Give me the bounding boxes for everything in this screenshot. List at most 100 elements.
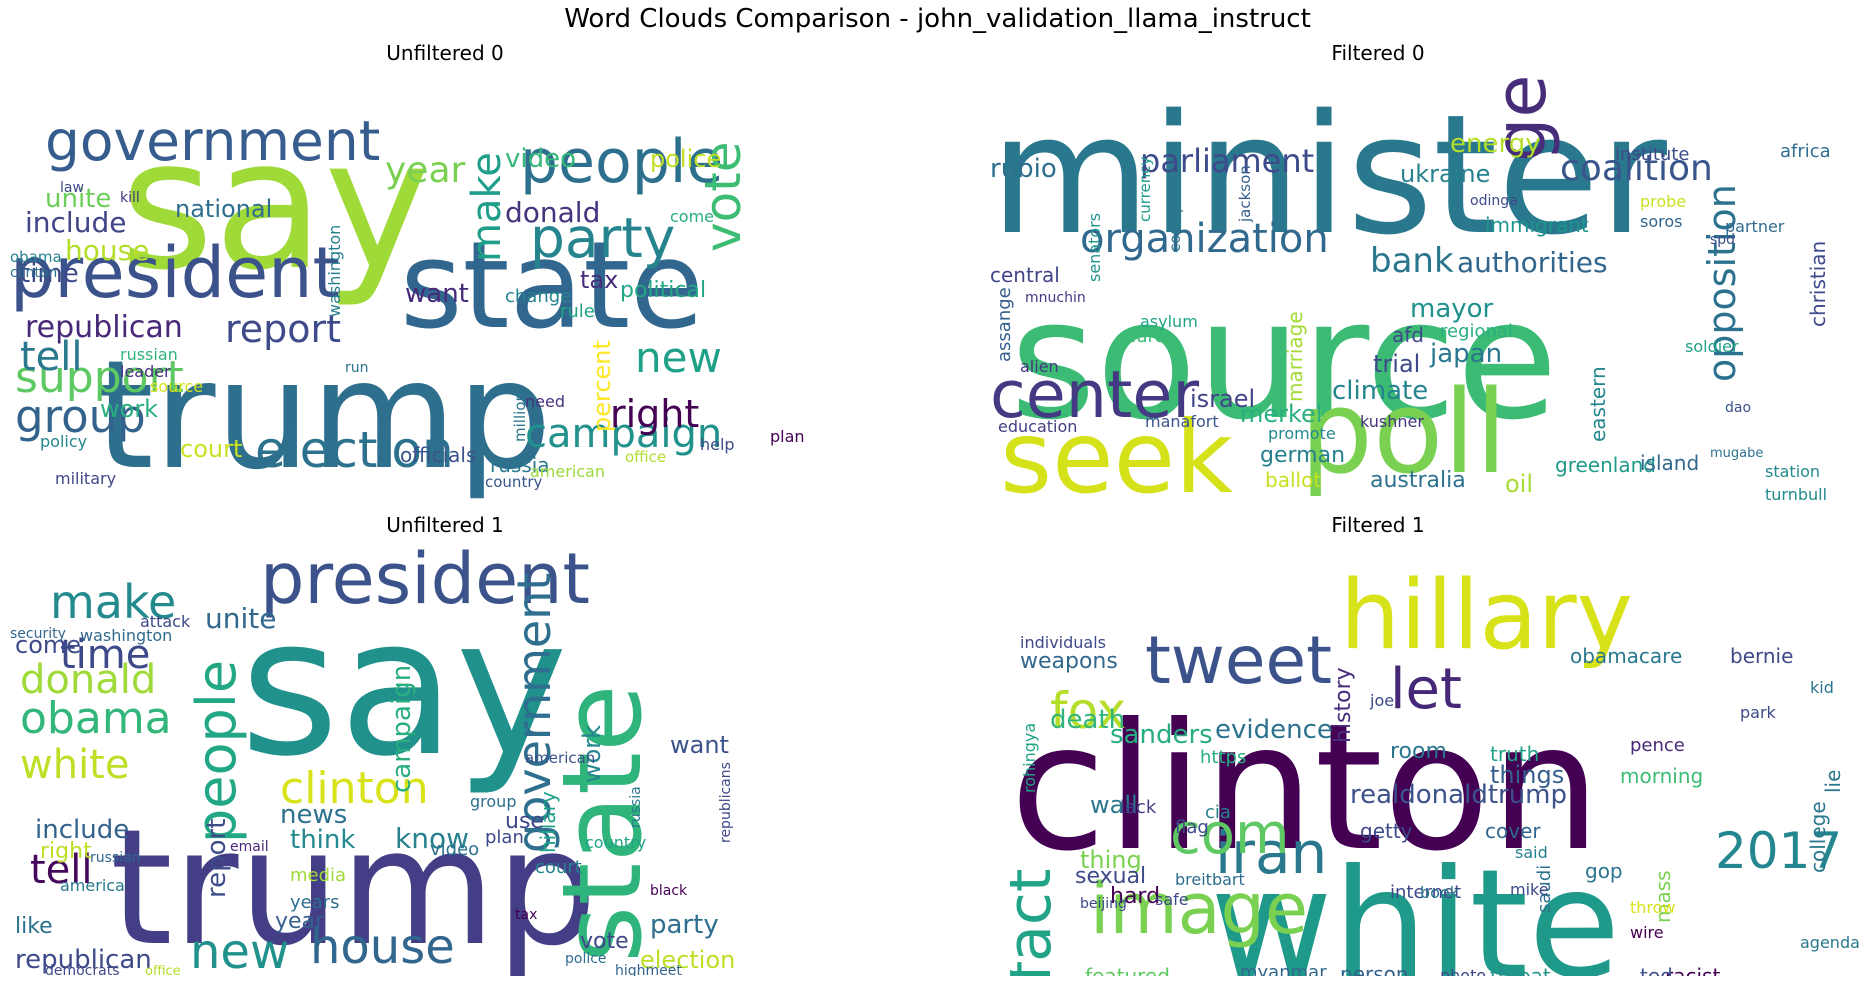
word-source: source	[150, 377, 203, 396]
word-russia: russia	[628, 786, 644, 828]
word-rubio: rubio	[990, 154, 1057, 184]
word-obama: obama	[10, 248, 62, 266]
word-college: college	[1806, 801, 1830, 873]
word-germany: germany	[1480, 72, 1562, 162]
word-white: white	[1210, 838, 1621, 976]
word-office: office	[625, 448, 666, 466]
word-manafort: manafort	[1145, 412, 1219, 431]
word-republicans: republicans	[718, 762, 734, 843]
word-police: police	[650, 145, 721, 173]
word-tell: tell	[30, 847, 93, 893]
word-officials: officials	[400, 443, 476, 467]
word-obama: obama	[20, 693, 172, 744]
word-know: know	[395, 822, 469, 855]
panel-title-filtered-0: Filtered 0	[1331, 41, 1425, 65]
word-change: change	[505, 286, 571, 307]
word-education: education	[998, 417, 1077, 436]
word-sexual: sexual	[1075, 864, 1146, 889]
word-tax: tax	[515, 907, 537, 923]
word-tell: tell	[20, 334, 83, 380]
word-station: station	[1765, 462, 1820, 481]
word-campaign: campaign	[525, 411, 722, 457]
word-assange: assange	[994, 287, 1015, 362]
word-tax: tax	[580, 266, 618, 294]
word-clinton: clinton	[10, 265, 57, 281]
word-mike: mike	[1510, 880, 1549, 899]
word-republican: republican	[25, 310, 183, 345]
word-state: state	[400, 217, 704, 356]
word-com: com	[1170, 802, 1290, 867]
word-asylum: asylum	[1140, 312, 1198, 331]
word-people: people	[185, 660, 248, 843]
word-throw: throw	[1630, 898, 1676, 917]
word-make: make	[50, 575, 176, 629]
word-vote: vote	[694, 141, 752, 252]
word-cover: cover	[1485, 819, 1541, 843]
word-unite: unite	[205, 602, 276, 635]
word-report: report	[202, 819, 232, 898]
word-year: year	[385, 150, 466, 191]
word-authorities: authorities	[1457, 246, 1608, 279]
word-government: government	[507, 573, 561, 853]
word-getty: getty	[1360, 819, 1413, 843]
word-house: house	[310, 919, 455, 975]
word-wire: wire	[1630, 923, 1664, 942]
word-euro: euro	[1125, 326, 1166, 347]
word-video: video	[430, 839, 479, 860]
word-bernie: bernie	[1730, 644, 1793, 668]
word-country: country	[485, 473, 542, 491]
panel-title-unfiltered-1: Unfiltered 1	[386, 513, 504, 537]
word-fox: fox	[1050, 682, 1126, 740]
word-right: right	[40, 839, 92, 864]
word-person: person	[1340, 962, 1409, 976]
word-racist: racist	[1665, 964, 1720, 976]
word-million: million	[511, 392, 529, 442]
word-clinton: clinton	[280, 763, 429, 814]
word-president: president	[10, 232, 340, 314]
word-right: right	[610, 392, 699, 436]
word-group: group	[470, 792, 516, 811]
word-include: include	[25, 206, 126, 239]
word-percent: percent	[588, 340, 616, 432]
word-iran: iran	[1215, 819, 1327, 887]
word-spd: spd	[1710, 232, 1735, 248]
word-myanmar: myanmar	[1240, 962, 1327, 976]
word-climate: climate	[1332, 376, 1428, 406]
word-seek: seek	[1000, 399, 1233, 505]
word-central: central	[990, 263, 1060, 287]
word-turnbull: turnbull	[1765, 485, 1827, 504]
word-flag: flag	[1175, 817, 1209, 838]
word-party: party	[530, 206, 675, 270]
word-island: island	[1640, 451, 1699, 475]
word-office: office	[145, 964, 181, 976]
word-book: book	[1420, 883, 1460, 902]
word-ted: ted	[1640, 964, 1673, 976]
word-want: want	[405, 279, 469, 309]
word-german: german	[1260, 443, 1345, 468]
word-help: help	[700, 435, 735, 454]
word-coalition: coalition	[1560, 148, 1713, 189]
word-political: political	[620, 278, 706, 303]
word-kid: kid	[1810, 678, 1834, 697]
word-say: say	[120, 101, 431, 310]
word-law: law	[60, 180, 84, 196]
word-support: support	[15, 352, 184, 403]
word-email: email	[230, 839, 269, 855]
word-donald: donald	[505, 196, 600, 229]
word-come: come	[670, 207, 714, 226]
word-video: video	[505, 144, 576, 174]
word-hillary: hillary	[1340, 561, 1633, 671]
word-opposition: opposition	[1700, 184, 1744, 382]
word-russian: russian	[120, 345, 178, 364]
word-rule: rule	[560, 301, 595, 322]
word-trial: trial	[1373, 350, 1420, 378]
word-media: media	[290, 865, 346, 886]
word-hard: hard	[1110, 884, 1160, 909]
word-state: state	[538, 684, 666, 963]
word-rohingya: rohingya	[1020, 723, 1039, 793]
word-national: national	[175, 195, 272, 223]
word-time: time	[20, 259, 79, 289]
word-lie: lie	[1821, 770, 1845, 793]
